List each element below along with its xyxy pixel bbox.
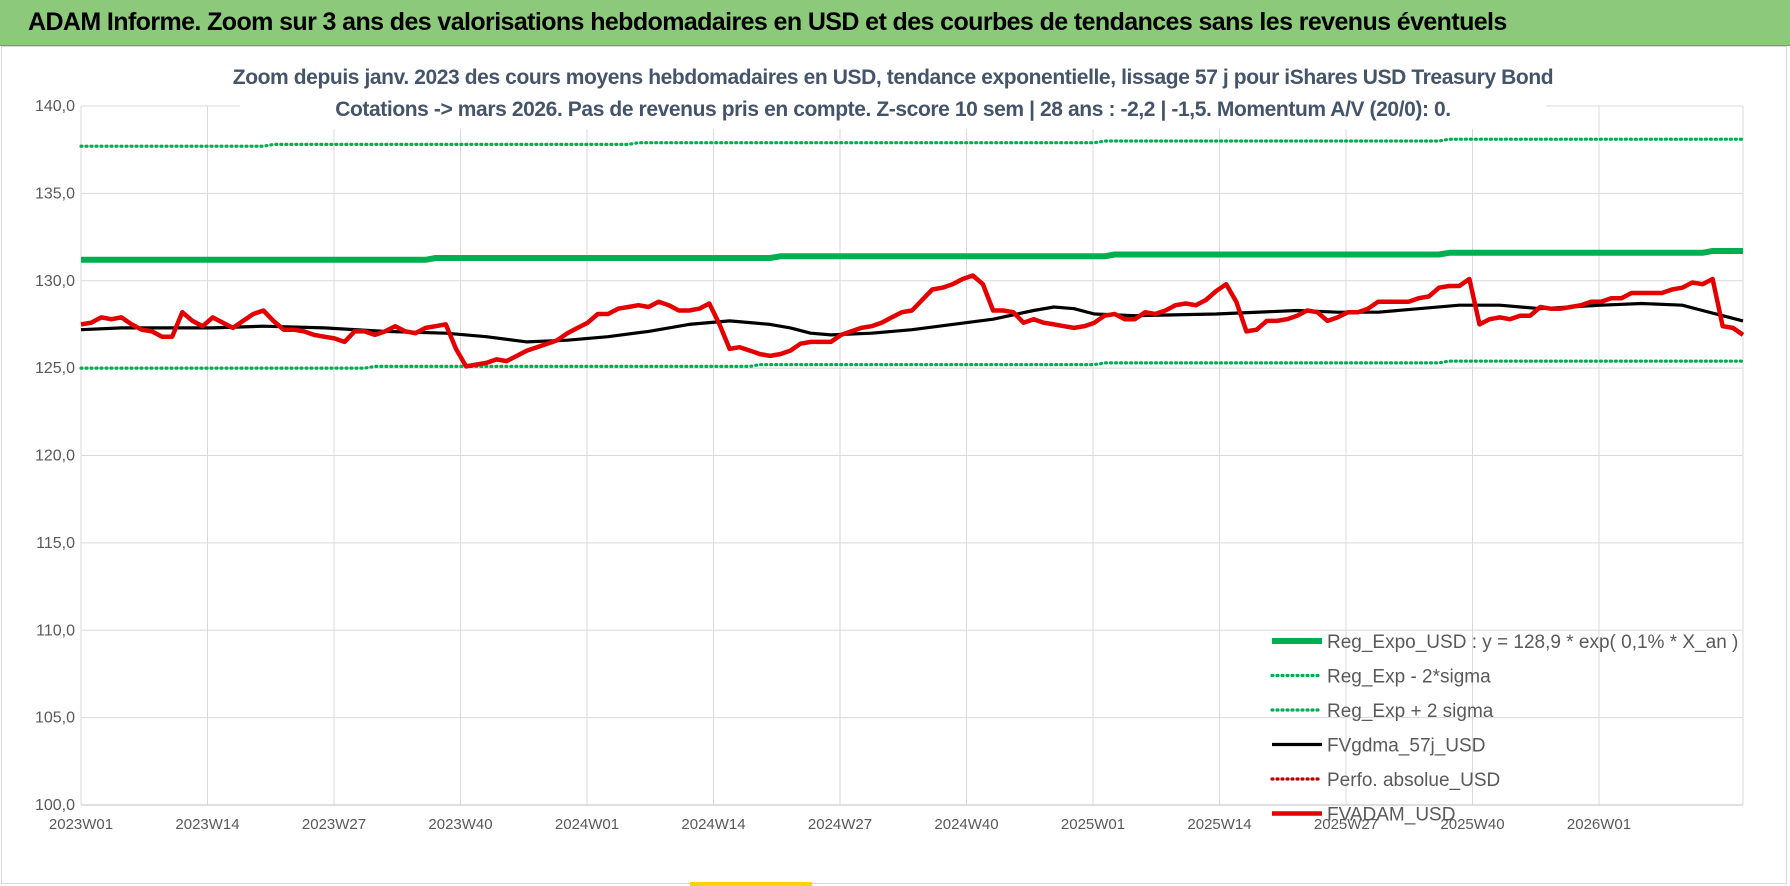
chart-title-background xyxy=(240,63,1546,129)
x-tick-label: 2025W14 xyxy=(1187,816,1251,833)
x-tick-label: 2023W27 xyxy=(302,816,366,833)
header-bar: ADAM Informe. Zoom sur 3 ans des valoris… xyxy=(0,0,1790,46)
legend-label: FVgdma_57j_USD xyxy=(1327,736,1485,757)
chart-frame: Zoom depuis janv. 2023 des cours moyens … xyxy=(1,46,1787,884)
legend-label: Perfo. absolue_USD xyxy=(1327,770,1500,791)
series-line-2 xyxy=(79,137,1745,148)
x-tick-label: 2025W40 xyxy=(1440,816,1504,833)
x-tick-label: 2023W01 xyxy=(49,816,113,833)
series-layer xyxy=(79,137,1745,370)
y-axis-ticks: 140,0 135,0 130,0 125,0 120,0 115,0 110,0 105,0… xyxy=(35,98,75,814)
y-tick-label: 130,0 xyxy=(35,273,75,290)
x-tick-label: 2024W01 xyxy=(555,816,619,833)
series-line-0 xyxy=(81,248,1743,263)
series-line-3 xyxy=(80,301,1744,344)
legend-label: Reg_Expo_USD : y = 128,9 * exp( 0,1% * X… xyxy=(1327,632,1738,653)
x-tick-label: 2025W27 xyxy=(1314,816,1378,833)
y-tick-label: 135,0 xyxy=(35,185,75,202)
legend-label: FVADAM_USD xyxy=(1327,805,1455,826)
y-tick-label: 115,0 xyxy=(36,535,75,552)
y-tick-label: 120,0 xyxy=(35,448,75,465)
x-tick-label: 2024W27 xyxy=(808,816,872,833)
chart-title-line-2: Cotations -> mars 2026. Pas de revenus p… xyxy=(335,98,1451,121)
series-line-5 xyxy=(80,273,1745,369)
report-title: ADAM Informe. Zoom sur 3 ans des valoris… xyxy=(28,8,1507,36)
legend-label: Reg_Exp - 2*sigma xyxy=(1327,667,1491,688)
y-tick-label: 100,0 xyxy=(35,797,75,814)
y-tick-label: 125,0 xyxy=(35,360,75,377)
x-tick-label: 2024W14 xyxy=(681,816,745,833)
grid xyxy=(80,105,1744,806)
x-tick-label: 2023W40 xyxy=(428,816,492,833)
bottom-accent xyxy=(690,882,812,886)
x-axis-ticks: 2023W01 2023W14 2023W27 2023W40 2024W01 2024W… xyxy=(49,816,1631,833)
legend: Reg_Expo_USD : y = 128,9 * exp( 0,1% * X… xyxy=(1270,632,1738,826)
x-tick-label: 2026W01 xyxy=(1567,816,1631,833)
x-tick-label: 2023W14 xyxy=(175,816,239,833)
y-tick-label: 140,0 xyxy=(35,98,75,115)
x-tick-label: 2024W40 xyxy=(934,816,998,833)
chart-title-line-1: Zoom depuis janv. 2023 des cours moyens … xyxy=(233,66,1553,89)
series-line-1 xyxy=(79,359,1745,370)
y-tick-label: 105,0 xyxy=(35,710,75,727)
y-tick-label: 110,0 xyxy=(36,622,75,639)
chart: Zoom depuis janv. 2023 des cours moyens … xyxy=(35,63,1745,833)
x-tick-label: 2025W01 xyxy=(1061,816,1125,833)
legend-label: Reg_Exp + 2 sigma xyxy=(1327,701,1494,722)
